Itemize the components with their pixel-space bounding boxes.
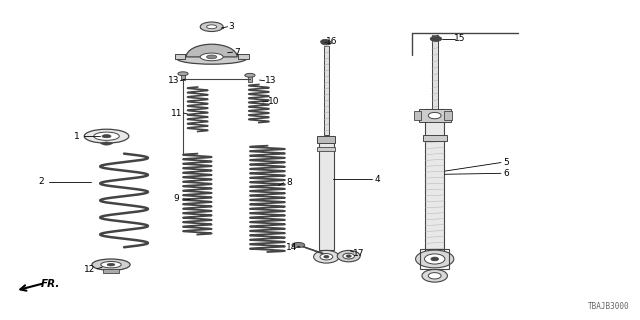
- Ellipse shape: [207, 55, 217, 59]
- Text: 13: 13: [168, 76, 179, 85]
- Ellipse shape: [94, 132, 119, 140]
- Text: 9: 9: [173, 194, 179, 203]
- Ellipse shape: [430, 36, 442, 41]
- Bar: [420, 249, 449, 269]
- Text: 12: 12: [84, 265, 95, 274]
- Text: TBAJB3000: TBAJB3000: [588, 302, 629, 311]
- Bar: [413, 111, 421, 120]
- Ellipse shape: [207, 25, 217, 29]
- Text: 5: 5: [503, 158, 509, 167]
- Ellipse shape: [200, 22, 223, 32]
- Wedge shape: [100, 142, 113, 145]
- Bar: [425, 109, 444, 257]
- Ellipse shape: [200, 53, 223, 61]
- Ellipse shape: [102, 135, 111, 138]
- Text: 17: 17: [353, 249, 364, 258]
- Ellipse shape: [337, 251, 360, 262]
- Bar: [103, 269, 118, 273]
- Bar: [239, 54, 248, 60]
- Text: 14: 14: [286, 243, 298, 252]
- Text: 6: 6: [503, 169, 509, 178]
- Ellipse shape: [84, 129, 129, 143]
- Text: 4: 4: [374, 174, 380, 184]
- Bar: [431, 35, 438, 109]
- Ellipse shape: [292, 243, 305, 248]
- Ellipse shape: [422, 269, 447, 282]
- Bar: [181, 73, 185, 80]
- Text: 1: 1: [74, 132, 80, 141]
- Ellipse shape: [431, 257, 438, 261]
- Text: 16: 16: [326, 37, 337, 46]
- Ellipse shape: [428, 112, 441, 119]
- Text: 7: 7: [234, 48, 240, 57]
- Ellipse shape: [415, 250, 454, 268]
- Ellipse shape: [245, 73, 255, 77]
- Text: 11: 11: [171, 108, 182, 117]
- Bar: [444, 111, 452, 120]
- Ellipse shape: [92, 259, 130, 270]
- Bar: [422, 135, 447, 141]
- Ellipse shape: [428, 273, 441, 279]
- Text: FR.: FR.: [41, 279, 60, 289]
- Ellipse shape: [320, 253, 333, 260]
- Text: 8: 8: [287, 178, 292, 187]
- Ellipse shape: [424, 254, 445, 264]
- Bar: [175, 54, 185, 60]
- Ellipse shape: [321, 39, 330, 44]
- Bar: [324, 46, 329, 135]
- Ellipse shape: [107, 263, 115, 266]
- Ellipse shape: [177, 53, 246, 64]
- Ellipse shape: [321, 40, 332, 45]
- Ellipse shape: [343, 253, 355, 259]
- Bar: [317, 147, 335, 151]
- Ellipse shape: [324, 255, 329, 258]
- Bar: [319, 136, 334, 251]
- Ellipse shape: [346, 255, 351, 257]
- Text: 3: 3: [228, 22, 234, 31]
- Ellipse shape: [314, 251, 339, 263]
- Bar: [248, 75, 252, 82]
- Text: 15: 15: [454, 34, 466, 43]
- Text: 10: 10: [268, 97, 279, 106]
- Ellipse shape: [100, 261, 121, 268]
- Ellipse shape: [178, 72, 188, 76]
- Wedge shape: [186, 44, 237, 57]
- Bar: [419, 108, 451, 122]
- Text: 13: 13: [264, 76, 276, 85]
- Bar: [317, 136, 335, 142]
- Text: 2: 2: [39, 177, 44, 186]
